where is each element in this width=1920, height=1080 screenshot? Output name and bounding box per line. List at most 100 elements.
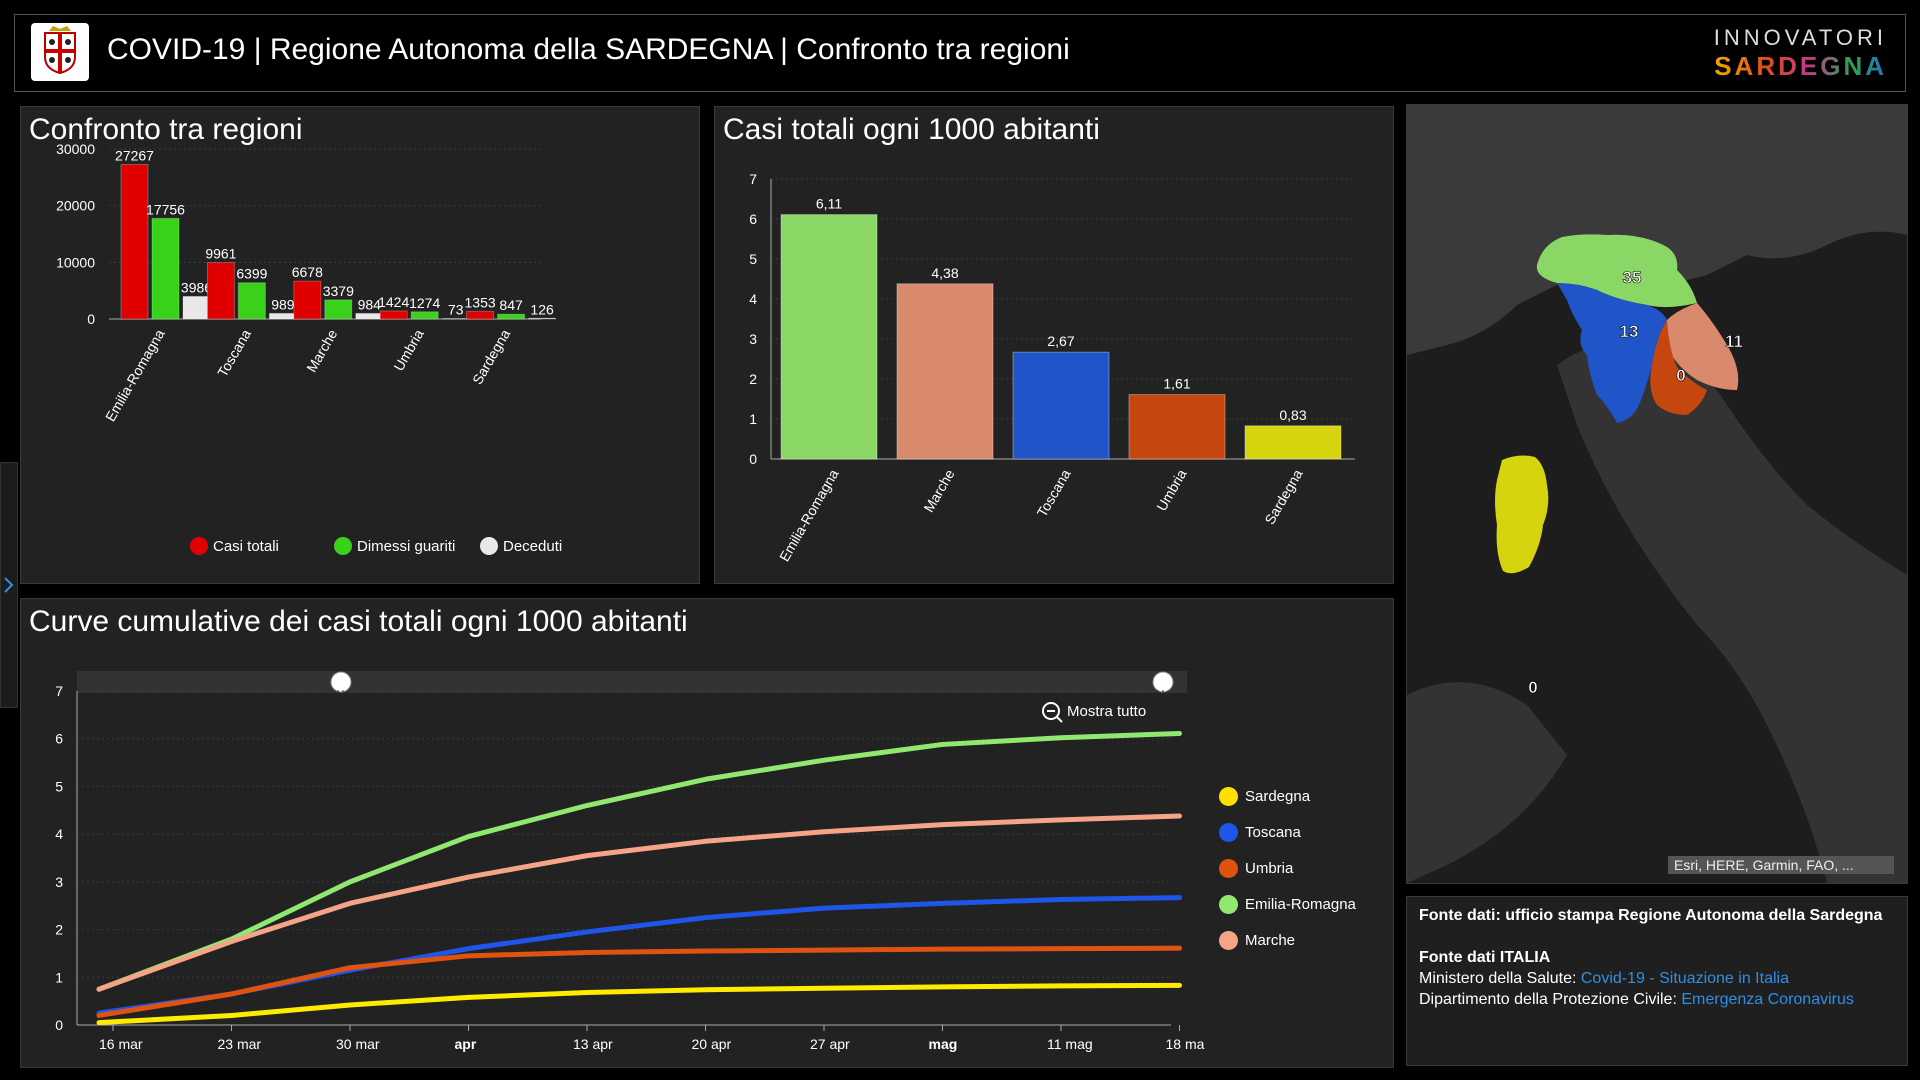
legend-item-marche[interactable]: Marche [1219, 931, 1295, 950]
bar-dimessi-guariti-sardegna [497, 313, 526, 320]
legend-label-emilia: Emilia-Romagna [1245, 896, 1356, 913]
bar-value-label: 2,67 [1047, 333, 1074, 349]
y-tick-label: 4 [55, 826, 63, 842]
line-toscana [96, 895, 1182, 1016]
bar-emilia-romagna [780, 214, 878, 460]
legend-label-sardegna: Sardegna [1245, 788, 1311, 805]
y-tick-label: 5 [749, 251, 757, 267]
bar-dimessi-guariti-emilia-romagna [151, 217, 180, 320]
curve-chart[interactable]: Mostra tutto 0 1 2 3 4 5 6 7 16 mar 23 mar 30 mar ap… [21, 599, 1395, 1069]
bar-deceduti-emilia-romagna [182, 295, 211, 320]
legend-item-umbria[interactable]: Umbria [1219, 859, 1293, 878]
y-tick-label: 2 [749, 371, 757, 387]
line-emilia-romagna [96, 730, 1182, 992]
region-toscana[interactable] [1557, 283, 1667, 423]
y-tick-label: 6 [55, 731, 63, 747]
range-slider-track [77, 671, 1187, 693]
bar-value-label: 126 [530, 301, 554, 317]
region-emilia-romagna[interactable] [1536, 234, 1697, 308]
source-regione: Fonte dati: ufficio stampa Regione Auton… [1419, 907, 1883, 924]
region-marche[interactable] [1665, 303, 1739, 390]
y-tick-label: 1 [55, 969, 63, 985]
land-north [1407, 105, 1907, 355]
bar-value-label: 1424 [378, 294, 409, 310]
y-tick-label: 5 [55, 778, 63, 794]
protezione-link[interactable]: Emergenza Coronavirus [1681, 991, 1854, 1008]
x-tick-label: Umbria [1153, 466, 1190, 513]
map-panel[interactable]: 35 13 11 0 0 [1406, 104, 1908, 884]
legend-label-casi-totali: Casi totali [213, 538, 279, 555]
y-tick-label: 7 [55, 683, 63, 699]
bar-value-label: 0,83 [1279, 407, 1306, 423]
x-tick-label: Toscana [1034, 466, 1074, 519]
bar-value-label: 9961 [205, 246, 236, 262]
x-tick-label: Sardegna [1261, 466, 1305, 527]
legend-item-sardegna[interactable]: Sardegna [1219, 787, 1310, 806]
x-tick-label: Emilia-Romagna [102, 326, 168, 424]
source-italia-heading: Fonte dati ITALIA [1419, 949, 1551, 966]
sources-panel: Fonte dati: ufficio stampa Regione Auton… [1406, 896, 1908, 1066]
legend-label-umbria: Umbria [1245, 860, 1294, 877]
x-tick-label: 13 apr [573, 1036, 613, 1052]
y-tick-label: 0 [749, 451, 757, 467]
legend-item-toscana[interactable]: Toscana [1219, 823, 1301, 842]
bar-value-label: 1,61 [1163, 376, 1190, 392]
region-sardegna[interactable] [1495, 455, 1549, 574]
page-title: COVID-19 | Regione Autonoma della SARDEG… [107, 33, 1070, 66]
map-label-emilia: 35 [1623, 268, 1642, 287]
y-tick-label: 30000 [56, 141, 95, 157]
map-label-umbria: 0 [1676, 366, 1685, 385]
y-tick-label: 6 [749, 211, 757, 227]
bar-value-label: 1353 [465, 294, 496, 310]
sardinia-coat-of-arms-icon [31, 23, 89, 81]
y-tick-label: 0 [55, 1017, 63, 1033]
range-slider-handle-left [330, 671, 352, 693]
brand-name-line2-text: SARDEGNA [1715, 51, 1887, 81]
zoom-out-icon-handle [1056, 716, 1063, 723]
curve-panel: Curve cumulative dei casi totali ogni 10… [20, 598, 1394, 1068]
casi1000-panel: Casi totali ogni 1000 abitanti 0 1 2 3 4 5 6 7 6… [714, 106, 1394, 584]
legend-label-deceduti: Deceduti [503, 538, 562, 555]
x-tick-label: Emilia-Romagna [776, 466, 842, 564]
region-map[interactable]: 35 13 11 0 0 [1407, 105, 1907, 883]
bar-dimessi-guariti-toscana [237, 282, 266, 320]
bar-deceduti-toscana [268, 312, 297, 320]
bar-value-label: 1274 [409, 295, 440, 311]
bar-umbria [1128, 394, 1226, 460]
ministero-link[interactable]: Covid-19 - Situazione in Italia [1580, 970, 1789, 987]
x-tick-label: 27 apr [810, 1036, 850, 1052]
legend-dot-casi-totali [190, 537, 208, 555]
map-attribution: Esri, HERE, Garmin, FAO, ... [1668, 856, 1894, 874]
bar-value-label: 73 [448, 302, 464, 318]
bar-dimessi-guariti-umbria [410, 311, 439, 320]
x-tick-label: apr [455, 1036, 477, 1052]
side-panel-toggle[interactable] [0, 462, 18, 708]
x-tick-label: mag [929, 1036, 958, 1052]
bar-casi-totali-marche [293, 280, 322, 320]
bar-value-label: 989 [271, 296, 295, 312]
x-tick-label: 20 apr [692, 1036, 732, 1052]
x-tick-label: Toscana [214, 326, 254, 379]
curve-title: Curve cumulative dei casi totali ogni 10… [29, 605, 688, 638]
land-sicily [1407, 682, 1567, 883]
x-tick-label: 30 mar [336, 1036, 380, 1052]
confronto-title: Confronto tra regioni [29, 113, 303, 146]
legend-label-dimessi-guariti: Dimessi guariti [357, 538, 455, 555]
brand-name-line2: SARDEGNA [1714, 51, 1887, 88]
legend-label-marche: Marche [1245, 932, 1296, 949]
bar-casi-totali-toscana [206, 262, 235, 320]
x-tick-label: 11 mag [1047, 1036, 1093, 1052]
region-umbria[interactable] [1650, 320, 1707, 415]
zoom-out-icon [1042, 702, 1060, 720]
bar-value-label: 27267 [115, 147, 154, 163]
map-label-toscana: 13 [1620, 322, 1639, 341]
range-slider-handle-right [1152, 671, 1174, 693]
y-tick-label: 4 [749, 291, 757, 307]
legend-item-emilia[interactable]: Emilia-Romagna [1219, 895, 1356, 914]
header-bar: COVID-19 | Regione Autonoma della SARDEG… [14, 14, 1906, 92]
casi1000-chart: 0 1 2 3 4 5 6 7 6,11 Emilia-Romagna 4,38 Marche 2,67… [749, 171, 1355, 564]
y-tick-label: 10000 [56, 254, 95, 270]
y-tick-label: 3 [55, 874, 63, 890]
y-tick-label: 1 [749, 411, 757, 427]
x-tick-label: 16 mar [99, 1036, 143, 1052]
